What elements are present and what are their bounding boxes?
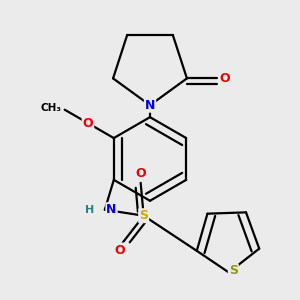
Text: H: H [85, 205, 94, 215]
Text: S: S [139, 209, 148, 222]
Text: O: O [219, 72, 230, 85]
Text: N: N [145, 99, 155, 112]
Text: CH₃: CH₃ [41, 103, 62, 113]
Text: O: O [82, 117, 93, 130]
Text: N: N [106, 203, 117, 216]
Text: O: O [115, 244, 125, 256]
Text: O: O [135, 167, 146, 180]
Text: S: S [229, 264, 238, 278]
